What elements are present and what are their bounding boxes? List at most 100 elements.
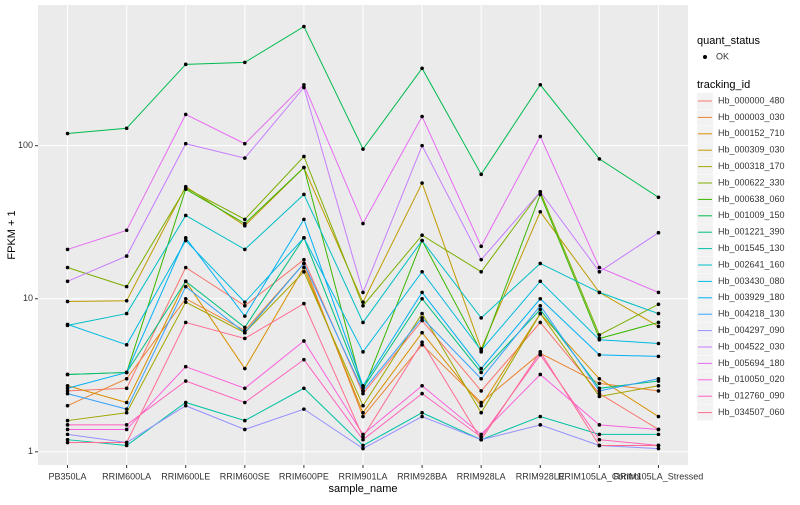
data-point <box>243 141 247 146</box>
data-point <box>656 427 661 432</box>
data-point <box>65 391 70 396</box>
data-point <box>479 244 483 249</box>
data-point <box>243 427 247 432</box>
data-point <box>65 423 70 427</box>
data-point <box>479 403 483 408</box>
data-point <box>597 381 602 386</box>
data-point <box>479 257 483 262</box>
data-point <box>538 423 543 427</box>
data-point <box>124 410 129 415</box>
legend-label: Hb_004522_030 <box>718 341 785 351</box>
legend-label: Hb_000003_030 <box>718 112 785 122</box>
data-point <box>243 156 247 160</box>
data-point <box>538 320 543 325</box>
data-point <box>302 85 306 90</box>
x-axis-title: sample_name <box>328 483 397 495</box>
data-point <box>124 126 129 131</box>
data-point <box>597 376 602 381</box>
data-point <box>597 353 602 357</box>
legend-label: Hb_010050_020 <box>718 374 785 384</box>
data-point <box>420 114 424 119</box>
data-point <box>597 157 602 161</box>
data-point <box>538 311 543 316</box>
data-point <box>538 307 543 312</box>
data-point <box>538 296 543 301</box>
legend-label: Hb_000309_030 <box>718 145 785 155</box>
data-point <box>656 446 661 451</box>
data-point <box>420 296 424 301</box>
data-point <box>361 443 365 448</box>
data-point <box>361 414 365 419</box>
data-point <box>183 320 188 325</box>
data-point <box>243 221 247 226</box>
data-point <box>124 407 129 411</box>
data-point <box>65 247 70 252</box>
data-point <box>597 437 602 442</box>
data-point <box>243 300 247 304</box>
data-point <box>479 410 483 415</box>
data-point <box>302 261 306 266</box>
data-point <box>361 320 365 325</box>
data-point <box>597 432 602 437</box>
legend-label: Hb_000638_060 <box>718 194 785 204</box>
legend-label: Hb_001545_130 <box>718 243 785 253</box>
data-point <box>361 391 365 396</box>
data-point <box>538 279 543 284</box>
data-point <box>183 265 188 270</box>
x-tick-label: RRIM600LE <box>161 471 210 481</box>
data-point <box>479 389 483 393</box>
x-tick-label: PB350LA <box>49 471 87 481</box>
data-point <box>183 403 188 408</box>
data-point <box>538 189 543 194</box>
y-axis-title: FPKM + 1 <box>6 210 18 259</box>
data-point <box>124 284 129 289</box>
data-point <box>65 322 70 327</box>
data-point <box>538 350 543 354</box>
legend-label: Hb_000000_480 <box>718 95 785 105</box>
data-point <box>183 300 188 304</box>
data-point <box>302 236 306 240</box>
data-point <box>479 269 483 274</box>
data-point <box>538 353 543 357</box>
data-point <box>361 221 365 226</box>
data-point <box>538 261 543 266</box>
data-point <box>656 383 661 388</box>
data-point <box>65 386 70 391</box>
data-point <box>656 195 661 200</box>
legend-label: OK <box>716 51 729 61</box>
data-point <box>656 324 661 329</box>
data-point <box>420 290 424 295</box>
data-point <box>420 410 424 415</box>
data-point <box>656 432 661 437</box>
y-tick-label: 10 <box>23 293 33 303</box>
data-point <box>656 354 661 359</box>
data-point <box>538 192 543 197</box>
data-point <box>183 236 188 240</box>
data-point <box>597 423 602 427</box>
x-tick-label: RRIM928BA <box>397 471 447 481</box>
data-point <box>183 238 188 243</box>
data-point <box>420 316 424 320</box>
data-point <box>65 372 70 377</box>
data-point <box>65 427 70 432</box>
data-point <box>656 341 661 346</box>
data-point <box>243 303 247 308</box>
data-point <box>420 330 424 335</box>
data-point <box>479 400 483 405</box>
data-point <box>361 383 365 388</box>
data-point <box>65 437 70 442</box>
data-point <box>243 314 247 318</box>
data-point <box>479 376 483 381</box>
data-point <box>124 423 129 427</box>
data-point <box>361 147 365 151</box>
data-point <box>124 443 129 448</box>
data-point <box>597 333 602 337</box>
data-point <box>243 330 247 335</box>
data-point <box>597 386 602 391</box>
data-point <box>65 299 70 304</box>
data-point <box>124 254 129 258</box>
data-point <box>243 60 247 65</box>
data-point <box>183 284 188 289</box>
data-point <box>361 389 365 393</box>
data-point <box>302 301 306 306</box>
